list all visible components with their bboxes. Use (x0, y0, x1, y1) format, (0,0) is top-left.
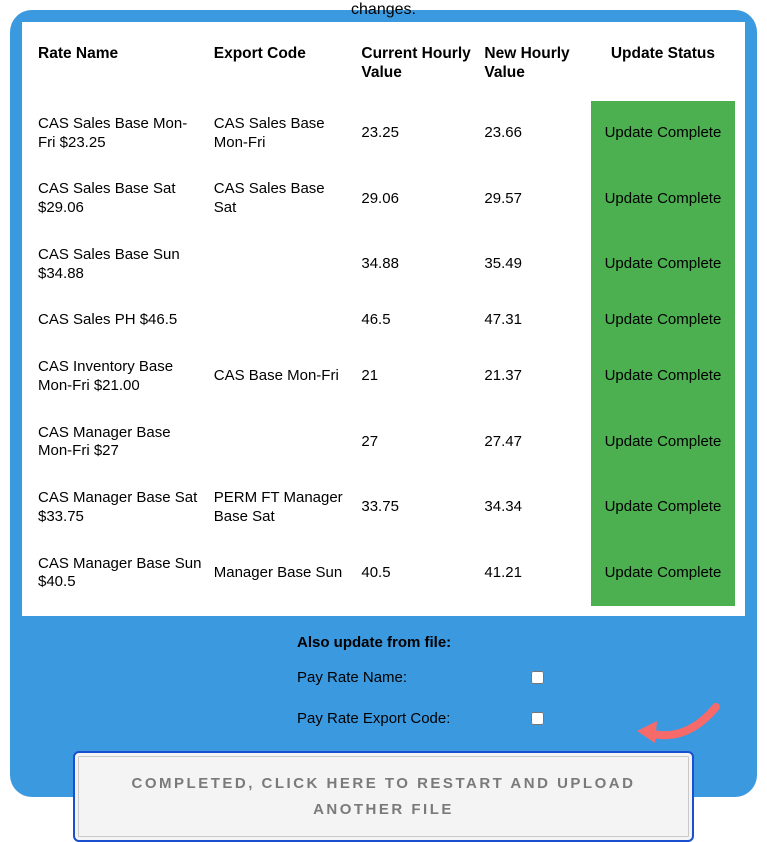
checkbox-label-rate-name: Pay Rate Name: (297, 669, 531, 686)
cell-new-hourly: 21.37 (478, 344, 590, 410)
cell-rate-name: CAS Sales Base Mon-Fri $23.25 (32, 101, 208, 167)
checkbox-row-export-code: Pay Rate Export Code: (297, 710, 745, 727)
cell-export-code (208, 410, 356, 476)
col-export-code: Export Code (208, 32, 356, 101)
cell-current-hourly: 23.25 (355, 101, 478, 167)
table-row: CAS Sales Base Mon-Fri $23.25CAS Sales B… (32, 101, 735, 167)
cell-export-code (208, 232, 356, 298)
truncated-header-text: changes. (351, 1, 416, 19)
cell-update-status: Update Complete (591, 541, 735, 607)
col-rate-name: Rate Name (32, 32, 208, 101)
restart-upload-button[interactable]: COMPLETED, CLICK HERE TO RESTART AND UPL… (73, 751, 695, 842)
cell-new-hourly: 29.57 (478, 166, 590, 232)
cell-rate-name: CAS Sales Base Sun $34.88 (32, 232, 208, 298)
cell-export-code: CAS Sales Base Mon-Fri (208, 101, 356, 167)
cell-rate-name: CAS Inventory Base Mon-Fri $21.00 (32, 344, 208, 410)
cell-export-code: PERM FT Manager Base Sat (208, 475, 356, 541)
cell-rate-name: CAS Sales Base Sat $29.06 (32, 166, 208, 232)
cell-rate-name: CAS Manager Base Mon-Fri $27 (32, 410, 208, 476)
cell-export-code: CAS Sales Base Sat (208, 166, 356, 232)
cell-rate-name: CAS Manager Base Sat $33.75 (32, 475, 208, 541)
cell-update-status: Update Complete (591, 232, 735, 298)
table-row: CAS Sales PH $46.5 46.547.31Update Comple… (32, 297, 735, 344)
rates-table: Rate Name Export Code Current Hourly Val… (32, 32, 735, 606)
below-table-section: Also update from file: Pay Rate Name: Pa… (22, 616, 745, 842)
blue-panel: changes. Rate Name Export Code Current H… (10, 10, 757, 797)
col-current-hourly: Current Hourly Value (355, 32, 478, 101)
also-update-title: Also update from file: (297, 634, 745, 651)
table-row: CAS Manager Base Mon-Fri $27 2727.47Updat… (32, 410, 735, 476)
cell-update-status: Update Complete (591, 297, 735, 344)
cell-update-status: Update Complete (591, 475, 735, 541)
cell-rate-name: CAS Sales PH $46.5 (32, 297, 208, 344)
cell-current-hourly: 40.5 (355, 541, 478, 607)
table-row: CAS Manager Base Sat $33.75PERM FT Manag… (32, 475, 735, 541)
table-header-row: Rate Name Export Code Current Hourly Val… (32, 32, 735, 101)
cell-new-hourly: 27.47 (478, 410, 590, 476)
cell-new-hourly: 41.21 (478, 541, 590, 607)
table-row: CAS Manager Base Sun $40.5Manager Base S… (32, 541, 735, 607)
checkbox-label-export-code: Pay Rate Export Code: (297, 710, 531, 727)
cell-new-hourly: 47.31 (478, 297, 590, 344)
table-row: CAS Sales Base Sat $29.06CAS Sales Base … (32, 166, 735, 232)
checkbox-rate-name[interactable] (531, 671, 544, 684)
cell-update-status: Update Complete (591, 166, 735, 232)
cell-current-hourly: 27 (355, 410, 478, 476)
cell-export-code: CAS Base Mon-Fri (208, 344, 356, 410)
cell-current-hourly: 46.5 (355, 297, 478, 344)
col-new-hourly: New Hourly Value (478, 32, 590, 101)
cell-update-status: Update Complete (591, 101, 735, 167)
cell-current-hourly: 29.06 (355, 166, 478, 232)
outer-container: changes. Rate Name Export Code Current H… (0, 0, 767, 807)
rates-table-card: Rate Name Export Code Current Hourly Val… (22, 22, 745, 616)
cell-current-hourly: 21 (355, 344, 478, 410)
cell-new-hourly: 35.49 (478, 232, 590, 298)
cell-new-hourly: 34.34 (478, 475, 590, 541)
checkbox-export-code[interactable] (531, 712, 544, 725)
cell-current-hourly: 33.75 (355, 475, 478, 541)
cell-update-status: Update Complete (591, 344, 735, 410)
table-row: CAS Inventory Base Mon-Fri $21.00CAS Bas… (32, 344, 735, 410)
table-row: CAS Sales Base Sun $34.88 34.8835.49Updat… (32, 232, 735, 298)
cell-new-hourly: 23.66 (478, 101, 590, 167)
checkbox-row-rate-name: Pay Rate Name: (297, 669, 745, 686)
cell-update-status: Update Complete (591, 410, 735, 476)
cell-rate-name: CAS Manager Base Sun $40.5 (32, 541, 208, 607)
cell-current-hourly: 34.88 (355, 232, 478, 298)
col-update-status: Update Status (591, 32, 735, 101)
cell-export-code (208, 297, 356, 344)
cell-export-code: Manager Base Sun (208, 541, 356, 607)
